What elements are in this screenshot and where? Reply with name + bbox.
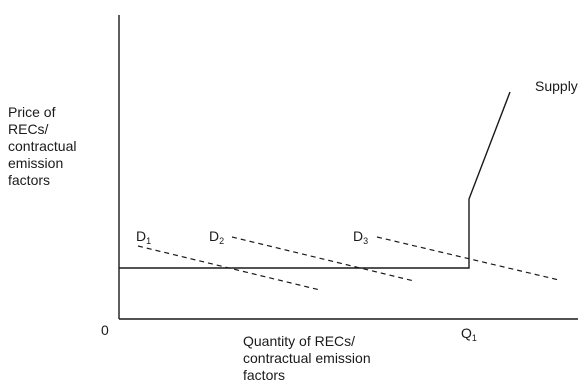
y-axis-label: Price of RECs/ contractual emission fact… bbox=[8, 104, 118, 189]
y-axis-label-line: factors bbox=[8, 172, 51, 188]
demand-label-d3: D3 bbox=[353, 228, 368, 250]
x-axis-label-line: factors bbox=[243, 367, 286, 383]
supply-label: Supply bbox=[535, 78, 578, 94]
demand-label-d1: D1 bbox=[136, 228, 151, 250]
demand-label-subscript: 3 bbox=[363, 236, 369, 246]
y-axis-label-line: Price of bbox=[8, 104, 56, 120]
supply-curve bbox=[119, 91, 511, 269]
demand-label-subscript: 2 bbox=[219, 236, 225, 246]
demand-curve-d3 bbox=[376, 236, 560, 281]
demand-label-d2: D2 bbox=[209, 228, 224, 250]
y-axis-label-line: emission bbox=[8, 155, 64, 171]
x-axis-label-line: Quantity of RECs/ bbox=[243, 333, 356, 349]
y-axis-label-line: contractual bbox=[8, 138, 77, 154]
y-axis-label-line: RECs/ bbox=[8, 121, 49, 137]
q1-label: Q1 bbox=[461, 325, 477, 347]
demand-label-base: D bbox=[209, 228, 220, 244]
demand-curve-d2 bbox=[231, 236, 415, 282]
demand-curve-d1 bbox=[137, 245, 321, 291]
demand-label-base: D bbox=[353, 228, 364, 244]
q1-label-base: Q bbox=[461, 325, 472, 341]
q1-label-subscript: 1 bbox=[471, 333, 477, 343]
origin-label: 0 bbox=[101, 322, 109, 338]
demand-label-base: D bbox=[136, 228, 147, 244]
demand-label-subscript: 1 bbox=[146, 236, 152, 246]
x-axis-label: Quantity of RECs/ contractual emission f… bbox=[243, 333, 473, 384]
x-axis-label-line: contractual emission bbox=[243, 350, 371, 366]
